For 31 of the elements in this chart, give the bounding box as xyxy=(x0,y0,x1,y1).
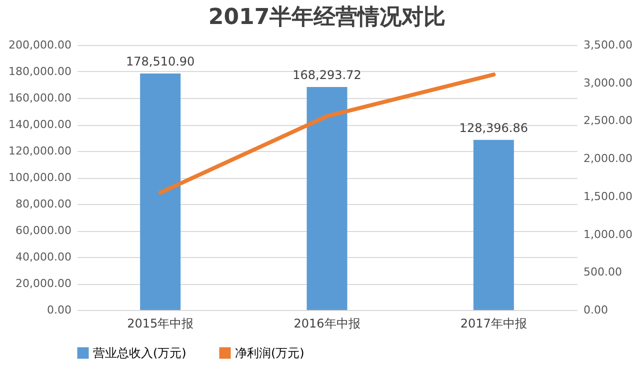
y-tick-label: 40,000.00 xyxy=(16,250,72,264)
y-tick-label: 0.00 xyxy=(47,304,72,316)
y2-tick-label: 3,000.00 xyxy=(584,76,632,90)
y-tick-label: 100,000.00 xyxy=(8,171,72,184)
y-tick-label: 20,000.00 xyxy=(16,277,72,290)
y2-tick-label: 0.00 xyxy=(584,304,608,316)
data-label: 178,510.90 xyxy=(126,54,195,68)
y2-tick-label: 2,500.00 xyxy=(584,114,632,128)
y2-tick-label: 2,000.00 xyxy=(584,152,632,166)
x-tick-label: 2015年中报 xyxy=(127,316,194,330)
y-tick-label: 200,000.00 xyxy=(8,38,72,52)
y2-tick-label: 1,000.00 xyxy=(584,228,632,241)
y-tick-label: 120,000.00 xyxy=(8,144,72,158)
y-tick-label: 60,000.00 xyxy=(16,224,72,237)
data-label: 168,293.72 xyxy=(292,68,362,82)
y-tick-label: 140,000.00 xyxy=(8,118,72,131)
y2-tick-label: 500.00 xyxy=(584,266,622,279)
y-tick-label: 180,000.00 xyxy=(8,65,72,78)
x-tick-label: 2017年中报 xyxy=(460,316,527,330)
chart-title: 2017半年经营情况对比 xyxy=(208,5,446,30)
bar xyxy=(140,73,181,310)
bar xyxy=(306,87,348,310)
y2-tick-label: 3,500.00 xyxy=(584,38,632,52)
legend-label: 净利润(万元) xyxy=(235,346,304,360)
y-tick-label: 80,000.00 xyxy=(16,198,72,210)
data-label: 128,396.86 xyxy=(459,120,528,135)
y-tick-label: 160,000.00 xyxy=(8,92,72,104)
bar xyxy=(473,140,514,310)
legend-label: 营业总收入(万元) xyxy=(93,346,186,360)
x-tick-label: 2016年中报 xyxy=(294,316,360,330)
y2-tick-label: 1,500.00 xyxy=(584,190,632,203)
